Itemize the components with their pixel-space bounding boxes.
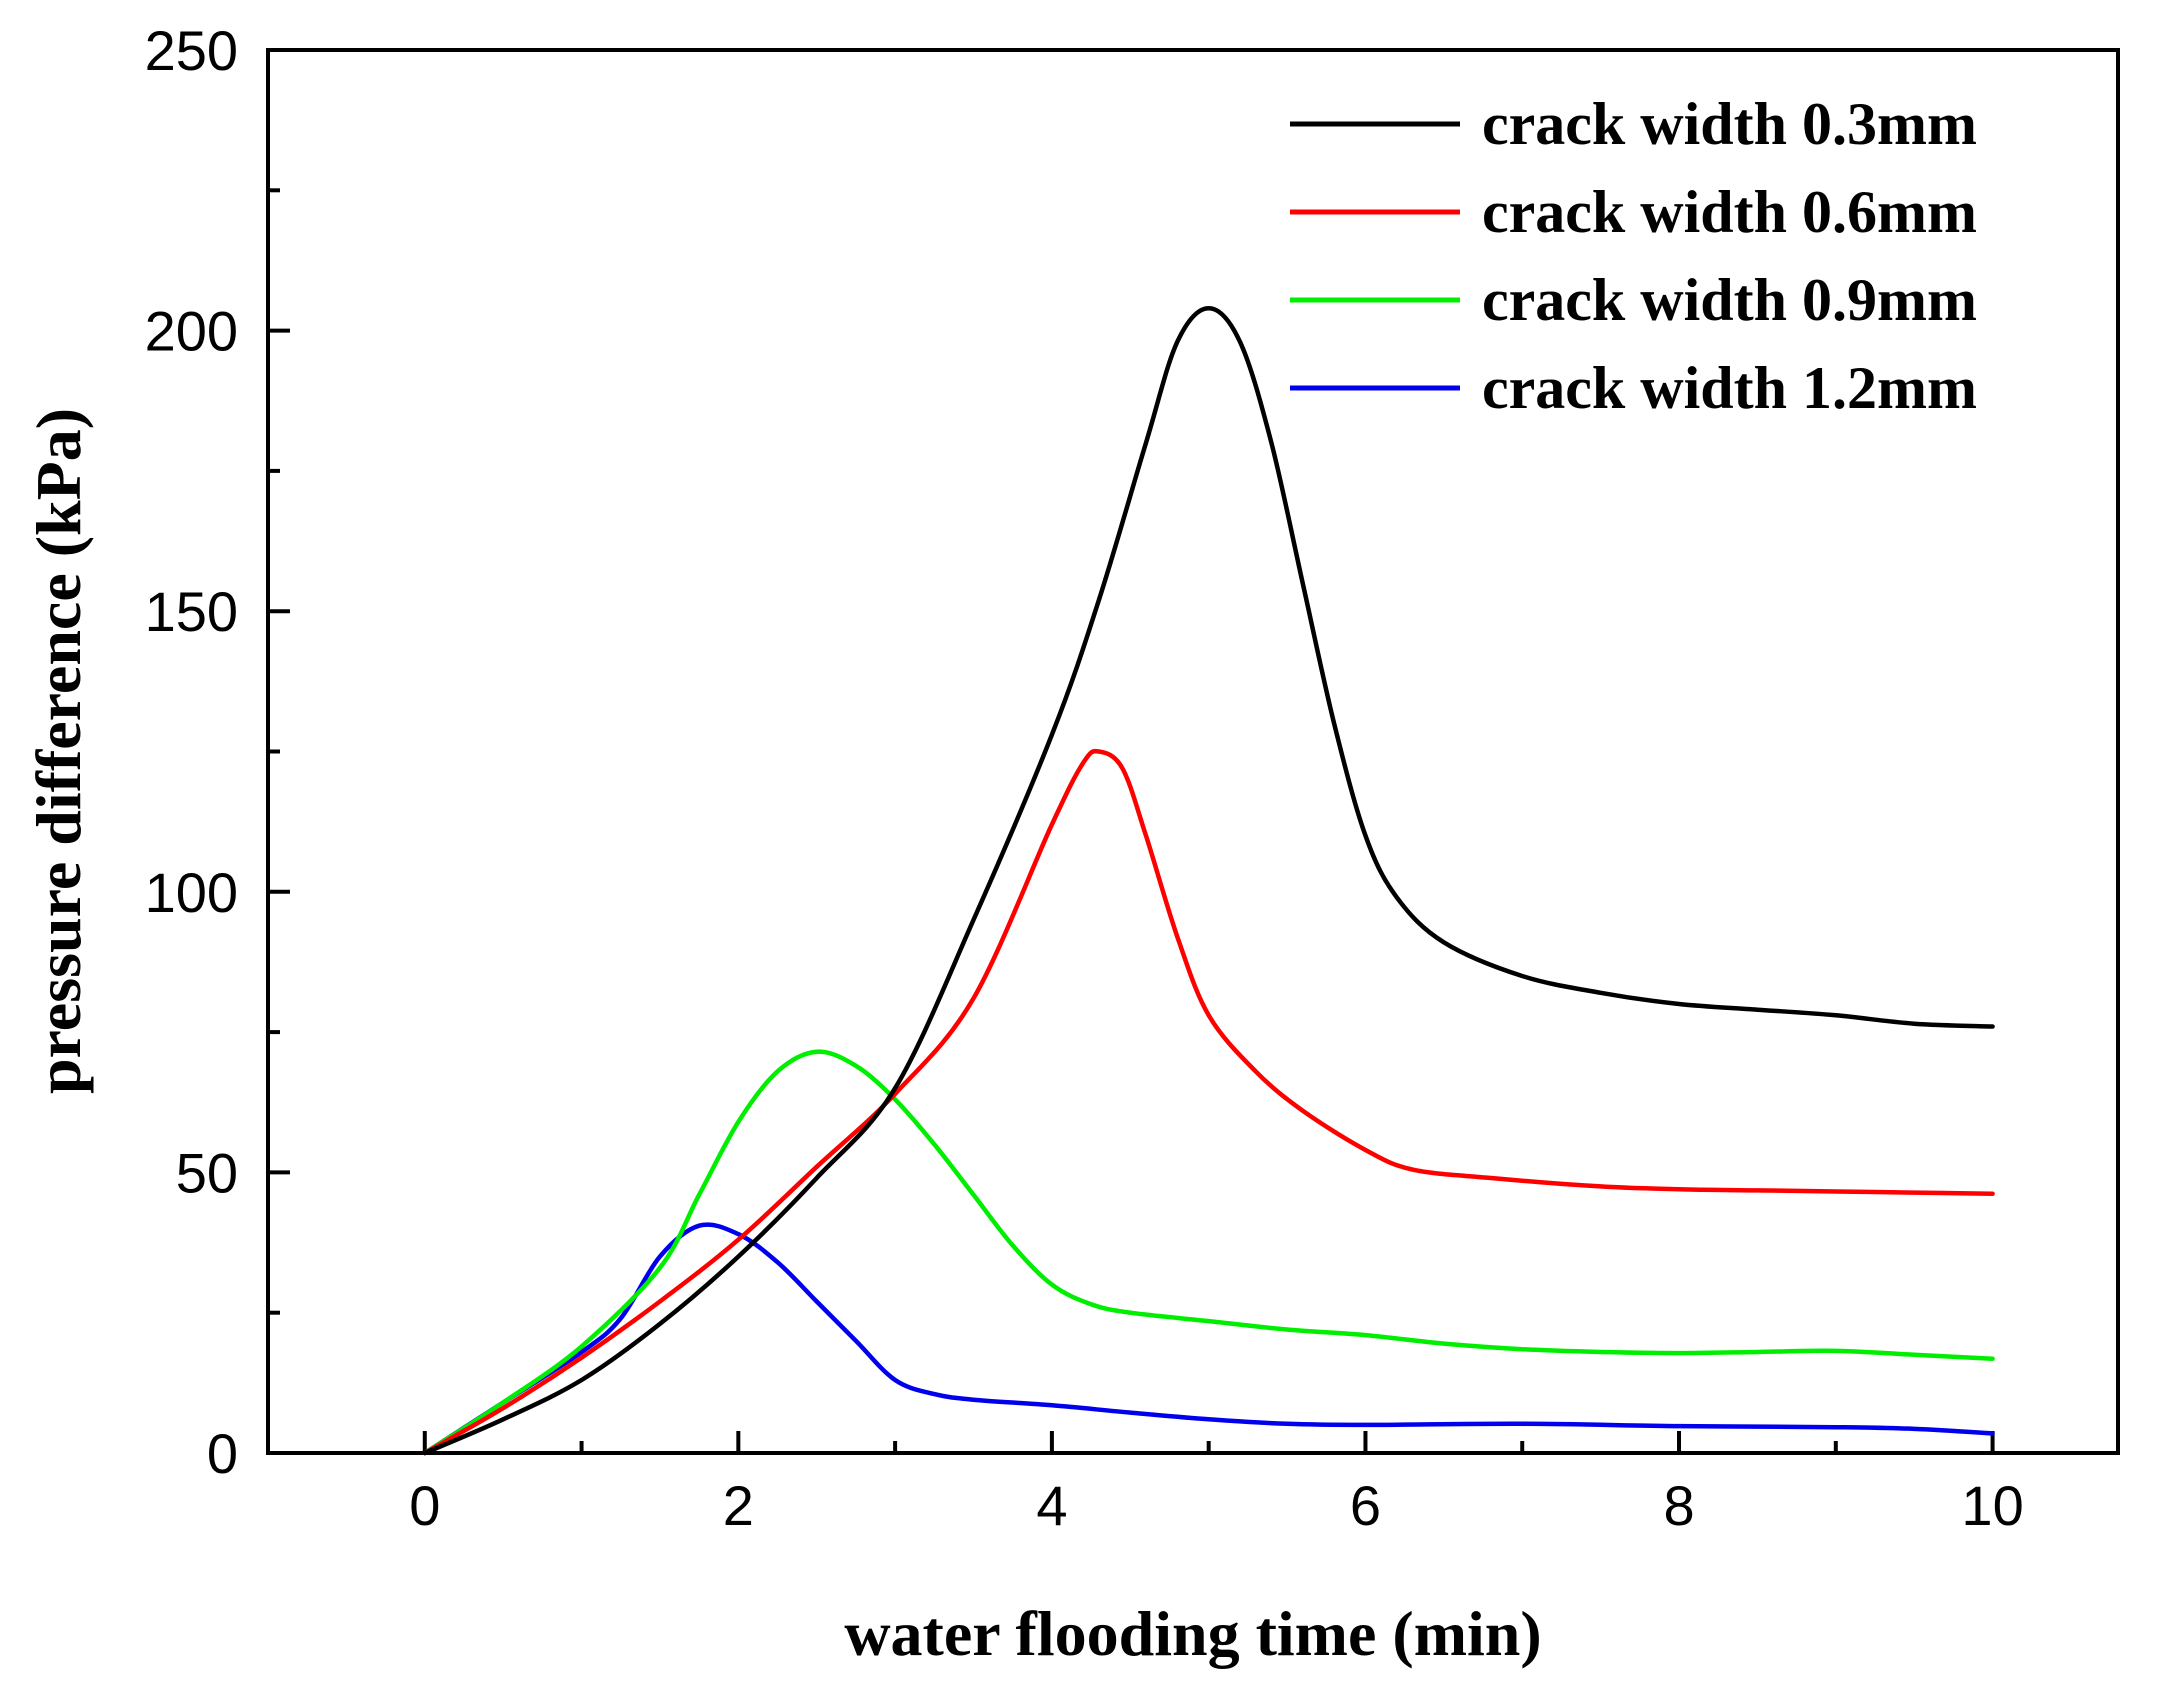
series-line xyxy=(422,1222,1995,1456)
legend-label: crack width 0.6mm xyxy=(1482,179,1977,245)
y-tick-label: 250 xyxy=(145,19,238,82)
y-tick-label: 0 xyxy=(207,1422,238,1485)
series-layer xyxy=(422,305,1995,1456)
legend-label: crack width 1.2mm xyxy=(1482,355,1977,421)
y-tick-label: 50 xyxy=(176,1141,238,1204)
x-tick-label: 2 xyxy=(723,1474,754,1537)
x-tick-label: 10 xyxy=(1961,1474,2023,1537)
x-axis-title: water flooding time (min) xyxy=(844,1598,1541,1669)
y-tick-label: 200 xyxy=(145,300,238,363)
y-tick-label: 150 xyxy=(145,580,238,643)
x-tick-label: 0 xyxy=(409,1474,440,1537)
x-tick-label: 8 xyxy=(1663,1474,1694,1537)
x-tick-label: 6 xyxy=(1350,1474,1381,1537)
y-axis-title: pressure difference (kPa) xyxy=(23,408,94,1094)
legend: crack width 0.3mm crack width 0.6mm crack … xyxy=(1290,91,1977,421)
series-line xyxy=(422,748,1995,1456)
x-tick-label: 4 xyxy=(1036,1474,1067,1537)
legend-label: crack width 0.9mm xyxy=(1482,267,1977,333)
series-line xyxy=(422,305,1995,1456)
legend-label: crack width 0.3mm xyxy=(1482,91,1977,157)
plot-frame xyxy=(266,48,2120,1455)
y-tick-label: 100 xyxy=(145,861,238,924)
series-line xyxy=(422,1049,1995,1456)
